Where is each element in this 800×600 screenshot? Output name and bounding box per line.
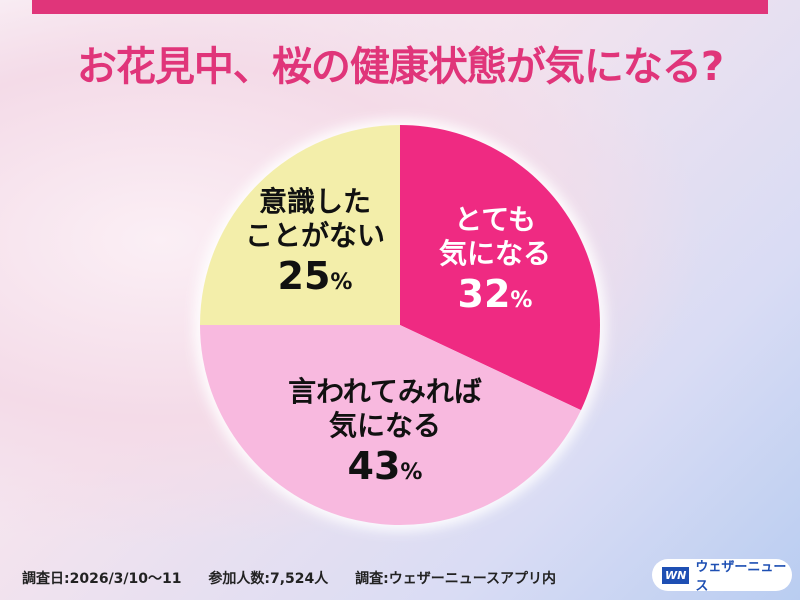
label-line: ことがない — [244, 219, 385, 252]
pie-slice-0 — [400, 125, 600, 411]
logo-mark: WN — [662, 566, 690, 584]
weathernews-logo: WN ウェザーニュース — [652, 559, 792, 594]
percent-value: 32 — [457, 272, 511, 316]
footer: 調査日:2026/3/10〜11 参加人数:7,524人 調査:ウェザーニュース… — [22, 568, 578, 588]
percent-label: 25% — [235, 253, 395, 306]
survey-date: 調査日:2026/3/10〜11 — [22, 571, 182, 587]
label-line: 意識した — [258, 185, 371, 218]
top-bar — [32, 0, 768, 14]
logo-name: ウェザーニュース — [695, 560, 787, 594]
percent-value: 25 — [277, 254, 331, 298]
percent-unit: % — [510, 288, 533, 313]
percent-label: 43% — [265, 443, 505, 496]
label-line: 気になる — [438, 237, 551, 270]
survey-source: 調査:ウェザーニュースアプリ内 — [355, 571, 557, 587]
percent-value: 43 — [347, 444, 401, 488]
percent-unit: % — [330, 270, 353, 295]
chart-title: お花見中、桜の健康状態が気になる? — [76, 44, 724, 90]
slice-label-very-concerned: とても 気になる 32% — [420, 203, 570, 324]
slice-label-somewhat-concerned: 言われてみれば 気になる 43% — [265, 375, 505, 496]
percent-label: 32% — [420, 271, 570, 324]
label-line: 言われてみれば — [288, 375, 482, 408]
pie-slice-1 — [200, 325, 581, 525]
label-line: 気になる — [328, 409, 441, 442]
label-line: とても — [454, 203, 536, 236]
pie-slice-2 — [200, 125, 400, 325]
percent-unit: % — [400, 460, 423, 485]
participant-count: 参加人数:7,524人 — [208, 571, 329, 587]
slice-label-never-considered: 意識した ことがない 25% — [235, 185, 395, 306]
